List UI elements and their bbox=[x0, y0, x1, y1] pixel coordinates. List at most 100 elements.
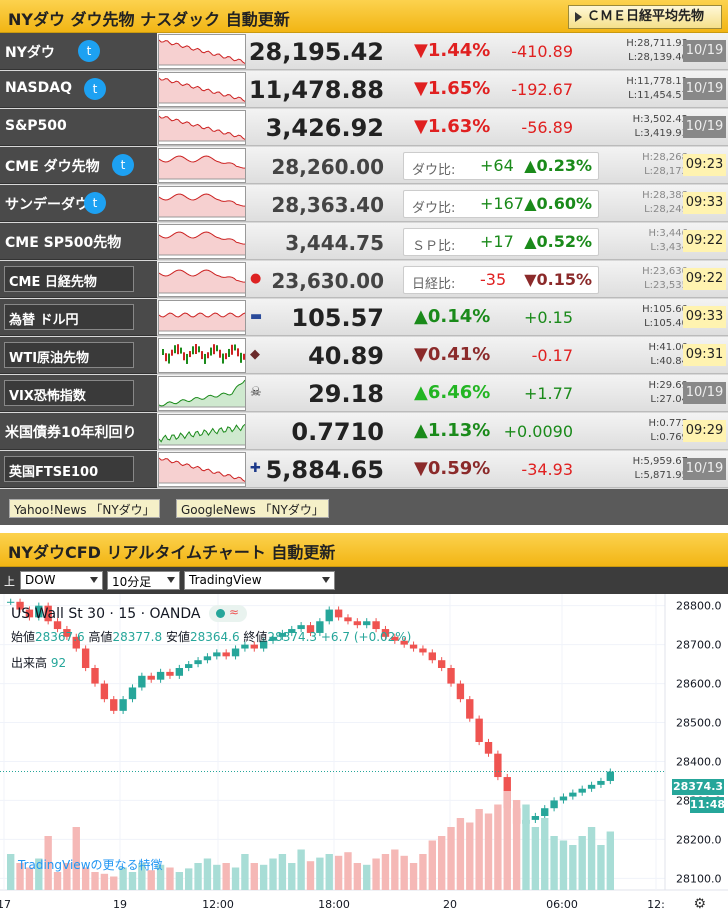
source-select[interactable]: TradingView bbox=[184, 571, 335, 590]
instrument-name[interactable]: CME ダウ先物 bbox=[5, 159, 100, 175]
row-label[interactable]: CME ダウ先物 t bbox=[0, 147, 157, 184]
price-value: 5,884.65 bbox=[265, 456, 384, 484]
candle-body bbox=[138, 675, 146, 688]
instrument-name[interactable]: VIX恐怖指数 bbox=[4, 380, 134, 406]
candle-body bbox=[81, 648, 90, 668]
quote-row[interactable]: WTI原油先物 ◆ 40.89 ▼0.41% -0.17 H:41.00 L:40.84 09… bbox=[0, 337, 728, 374]
row-label[interactable]: S&P500 bbox=[0, 109, 157, 146]
mini-chart-line bbox=[159, 231, 245, 245]
comparison-box: ダウ比: +64 ▲0.23% bbox=[403, 152, 599, 180]
quote-row[interactable]: S&P500 3,426.92 ▼1.63% -56.89 H:3,502.42 L:3,… bbox=[0, 109, 728, 146]
change-value: +1.77 bbox=[523, 384, 573, 403]
symbol-select[interactable]: DOW bbox=[20, 571, 103, 590]
row-label[interactable]: NYダウ t bbox=[0, 33, 157, 70]
mini-chart-box[interactable] bbox=[158, 414, 246, 449]
mini-candle bbox=[171, 349, 173, 356]
row-label[interactable]: CME SP500先物 bbox=[0, 223, 157, 260]
instrument-name[interactable]: S&P500 bbox=[5, 118, 67, 134]
quote-row[interactable]: 英国FTSE100 ✚ 5,884.65 ▼0.59% -34.93 H:5,959.67… bbox=[0, 451, 728, 488]
mini-chart bbox=[159, 39, 245, 66]
comparison-pct: ▲0.23% bbox=[524, 156, 592, 175]
yahoo-news-link[interactable]: Yahoo!News 「NYダウ」 bbox=[9, 499, 160, 518]
row-label[interactable]: 英国FTSE100 bbox=[0, 451, 157, 488]
mini-chart bbox=[159, 423, 245, 446]
mini-chart-box[interactable] bbox=[158, 34, 246, 69]
mini-chart-box[interactable] bbox=[158, 186, 246, 221]
change-percent: ▼0.41% bbox=[414, 344, 491, 365]
row-label[interactable]: NASDAQ t bbox=[0, 71, 157, 108]
instrument-name[interactable]: 為替 ドル円 bbox=[4, 304, 134, 330]
instrument-name[interactable]: CME 日経先物 bbox=[4, 266, 134, 292]
market-status-pill[interactable]: ≈ bbox=[209, 605, 247, 622]
instrument-name[interactable]: NYダウ bbox=[5, 45, 55, 61]
quote-row[interactable]: サンデーダウ t 28,363.40 ダウ比: +167 ▲0.60% H:28,388 L:… bbox=[0, 185, 728, 222]
tradingview-chart[interactable]: 28800.028700.028600.028500.028400.028300… bbox=[0, 594, 728, 916]
mini-candle bbox=[240, 352, 242, 363]
high-low: H:0.772 L:0.769 bbox=[648, 417, 688, 445]
candle-body bbox=[578, 788, 586, 793]
mini-candle bbox=[201, 351, 203, 360]
mini-chart bbox=[159, 231, 245, 256]
interval-select[interactable]: 10分足 bbox=[107, 571, 180, 590]
settings-gear-icon[interactable]: ⚙ bbox=[693, 896, 706, 912]
twitter-icon[interactable]: t bbox=[78, 40, 100, 62]
row-label[interactable]: 米国債券10年利回り bbox=[0, 413, 157, 450]
quote-row[interactable]: VIX恐怖指数 ☠ 29.18 ▲6.46% +1.77 H:29.69 L:27.04 10… bbox=[0, 375, 728, 412]
quote-row[interactable]: CME 日経先物 ● 23,630.00 日経比: -35 ▼0.15% H:23,630 L… bbox=[0, 261, 728, 298]
update-time: 10/19 bbox=[683, 40, 726, 62]
mini-chart-box[interactable] bbox=[158, 72, 246, 107]
candle-body bbox=[185, 664, 193, 668]
mini-chart-box[interactable] bbox=[158, 300, 246, 335]
instrument-name[interactable]: サンデーダウ bbox=[5, 197, 89, 213]
row-label[interactable]: CME 日経先物 bbox=[0, 261, 157, 298]
update-time: 09:31 bbox=[683, 344, 726, 366]
high-value: H:29.69 bbox=[648, 380, 688, 391]
quote-row[interactable]: 米国債券10年利回り 0.7710 ▲1.13% +0.0090 H:0.772 L:0.… bbox=[0, 413, 728, 450]
mini-chart-box[interactable] bbox=[158, 110, 246, 145]
volume-bar bbox=[278, 854, 287, 890]
quote-row[interactable]: 為替 ドル円 ▬ 105.57 ▲0.14% +0.15 H:105.60 L:105.40… bbox=[0, 299, 728, 336]
mini-chart-line bbox=[159, 457, 245, 482]
mini-chart-box[interactable] bbox=[158, 338, 246, 373]
mini-chart-line bbox=[159, 155, 245, 169]
instrument-name[interactable]: CME SP500先物 bbox=[5, 235, 122, 251]
mini-chart-box[interactable] bbox=[158, 376, 246, 411]
quote-row[interactable]: NASDAQ t 11,478.88 ▼1.65% -192.67 H:11,778.11… bbox=[0, 71, 728, 108]
row-label[interactable]: サンデーダウ t bbox=[0, 185, 157, 222]
instrument-name[interactable]: WTI原油先物 bbox=[4, 342, 134, 368]
twitter-icon[interactable]: t bbox=[84, 78, 106, 100]
row-label[interactable]: WTI原油先物 bbox=[0, 337, 157, 374]
quote-row[interactable]: CME ダウ先物 t 28,260.00 ダウ比: +64 ▲0.23% H:28,268 L… bbox=[0, 147, 728, 184]
cme-nikkei-button[interactable]: ＣＭＥ日経平均先物 bbox=[568, 5, 722, 29]
high-low: H:28,268 L:28,172 bbox=[642, 151, 688, 179]
twitter-icon[interactable]: t bbox=[112, 154, 134, 176]
quote-row[interactable]: CME SP500先物 3,444.75 ＳＰ比: +17 ▲0.52% H:3,446 L… bbox=[0, 223, 728, 260]
play-icon bbox=[575, 12, 582, 22]
candle-body bbox=[175, 668, 184, 676]
mini-chart-line bbox=[159, 193, 245, 207]
mini-candle bbox=[198, 346, 200, 353]
google-news-link[interactable]: GoogleNews 「NYダウ」 bbox=[176, 499, 329, 518]
quote-row[interactable]: NYダウ t 28,195.42 ▼1.44% -410.89 H:28,711.93 L:… bbox=[0, 33, 728, 70]
candlestick-chart[interactable]: 28800.028700.028600.028500.028400.028300… bbox=[0, 594, 728, 916]
row-label[interactable]: 為替 ドル円 bbox=[0, 299, 157, 336]
row-label[interactable]: VIX恐怖指数 bbox=[0, 375, 157, 412]
instrument-name[interactable]: 英国FTSE100 bbox=[4, 456, 134, 482]
tradingview-promo-link[interactable]: TradingViewの更なる特徴 bbox=[18, 858, 163, 872]
mini-chart-box[interactable] bbox=[158, 452, 246, 487]
volume-bar bbox=[363, 864, 371, 890]
price-value: 28,260.00 bbox=[271, 155, 384, 179]
mini-chart-box[interactable] bbox=[158, 148, 246, 183]
twitter-icon[interactable]: t bbox=[84, 192, 106, 214]
candle-body bbox=[203, 656, 212, 661]
chevron-down-icon bbox=[167, 577, 175, 583]
instrument-name[interactable]: NASDAQ bbox=[5, 80, 72, 96]
high-value: H:41.00 bbox=[648, 342, 688, 353]
volume-bar bbox=[550, 836, 558, 890]
instrument-name[interactable]: 米国債券10年利回り bbox=[5, 425, 137, 441]
market-header: NYダウ ダウ先物 ナスダック 自動更新 ＣＭＥ日経平均先物 bbox=[0, 0, 728, 33]
volume-bar bbox=[597, 845, 605, 890]
volume-bar bbox=[512, 800, 521, 890]
mini-chart-box[interactable] bbox=[158, 224, 246, 259]
mini-chart-box[interactable] bbox=[158, 262, 246, 297]
